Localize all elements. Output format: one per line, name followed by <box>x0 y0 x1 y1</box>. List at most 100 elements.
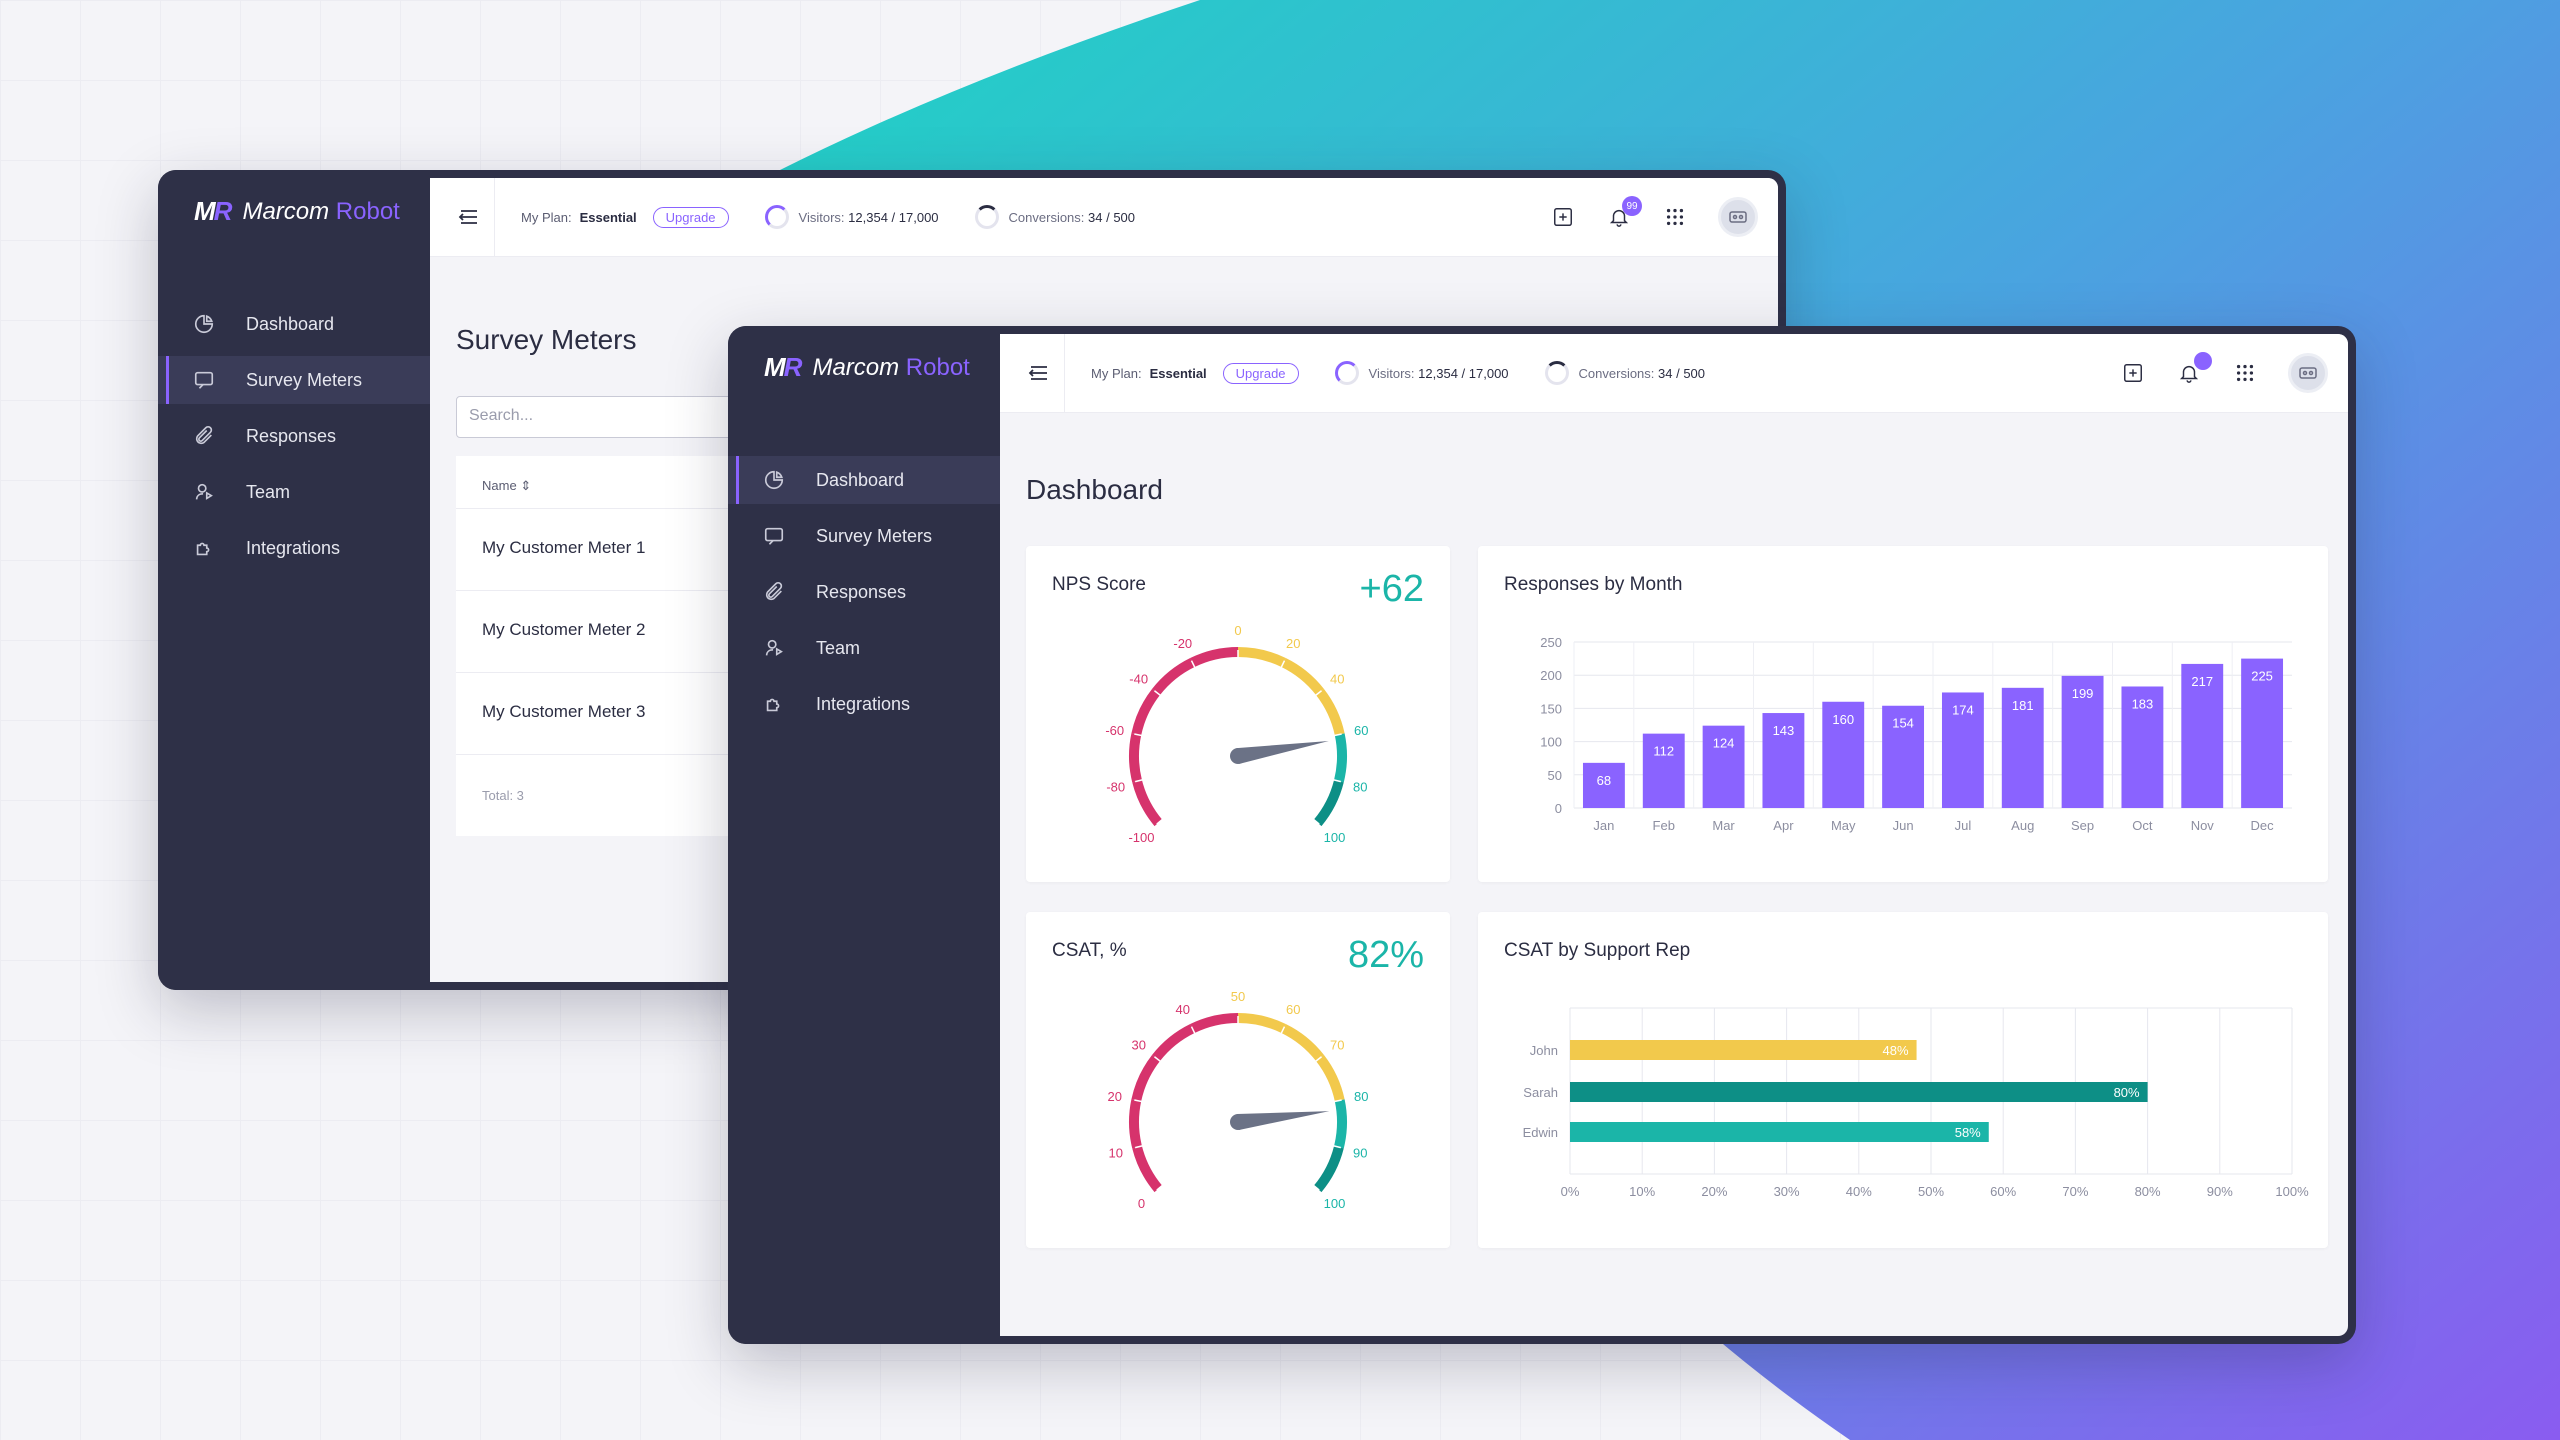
gauge-tick <box>1312 690 1322 699</box>
sidebar-nav: Dashboard Survey Meters Responses Team I… <box>158 300 430 580</box>
avatar[interactable] <box>2288 353 2328 393</box>
bell-icon[interactable]: 99 <box>1606 196 1642 230</box>
sidebar-item-survey-meters[interactable]: Survey Meters <box>158 356 430 404</box>
gauge-tick <box>1278 1026 1286 1037</box>
gauge-needle <box>1237 1111 1330 1130</box>
bar-value-label: 199 <box>2072 686 2094 701</box>
puzzle-icon <box>762 692 786 716</box>
gauge-arc-segment <box>1131 1054 1161 1102</box>
gauge-tick <box>1134 1099 1146 1103</box>
sidebar-item-label: Team <box>246 481 291 502</box>
gauge-tick-label: 20 <box>1286 636 1300 651</box>
card-title: NPS Score <box>1052 574 1146 595</box>
bar <box>2061 675 2104 808</box>
gauge-tick <box>1310 1182 1320 1191</box>
table-row[interactable]: My Customer Meter 1 <box>482 538 646 557</box>
x-tick-label: Dec <box>2251 818 2275 833</box>
gauge-arc-segment <box>1152 658 1195 696</box>
plan-info: My Plan: Essential Upgrade <box>1091 362 1299 384</box>
sidebar: MR Marcom Robot Dashboard Survey Meters … <box>158 170 430 990</box>
upgrade-button[interactable]: Upgrade <box>1222 362 1299 384</box>
brand-name: Marcom Robot <box>242 197 400 225</box>
sidebar-item-team[interactable]: Team <box>158 468 430 516</box>
nps-score-card: NPS Score +62 -100 -80 -60 -40 -20 0 20 40 60 80 1… <box>1026 546 1450 882</box>
bar <box>1570 1122 1989 1142</box>
notification-dot <box>2194 352 2212 370</box>
gauge-tick-label: -100 <box>1128 830 1154 845</box>
gauge-arc-segment <box>1281 658 1324 696</box>
sidebar-item-label: Responses <box>246 425 337 446</box>
gauge-tick <box>1330 733 1342 737</box>
bar <box>1822 701 1865 808</box>
sidebar-item-integrations[interactable]: Integrations <box>728 680 1000 728</box>
sidebar-item-team[interactable]: Team <box>728 624 1000 672</box>
sidebar-item-dashboard[interactable]: Dashboard <box>728 456 1000 504</box>
gauge-tick <box>1330 1099 1342 1103</box>
x-tick-label: 30% <box>1774 1184 1800 1199</box>
bar <box>1642 733 1685 808</box>
paperclip-icon <box>762 580 786 604</box>
gauge-tick-label: 30 <box>1131 1037 1145 1052</box>
y-tick-label: John <box>1530 1043 1558 1058</box>
gauge-tick-label: 100 <box>1324 1196 1346 1211</box>
sidebar-item-survey-meters[interactable]: Survey Meters <box>728 512 1000 560</box>
gauge-arc-segment <box>1131 688 1161 736</box>
upgrade-button[interactable]: Upgrade <box>652 206 729 228</box>
top-bar: My Plan: Essential Upgrade Visitors: 12,3… <box>430 178 1778 257</box>
add-icon[interactable] <box>2120 360 2146 386</box>
conversions-progress-ring <box>974 205 999 229</box>
collapse-menu-button[interactable] <box>1014 334 1065 412</box>
apps-grid-icon[interactable] <box>1662 204 1688 230</box>
visitors-stat: Visitors: 12,354 / 17,000 <box>764 205 939 229</box>
gauge-arc-segment <box>1334 1099 1347 1149</box>
sidebar-item-dashboard[interactable]: Dashboard <box>158 300 430 348</box>
gauge-arc-segment <box>1313 779 1344 827</box>
search-input[interactable]: Search... <box>456 396 756 438</box>
bell-icon[interactable] <box>2176 352 2212 386</box>
collapse-menu-button[interactable] <box>444 178 495 256</box>
responses-by-month-card: Responses by Month 0 50 100 150 200 250 68 Jan 1… <box>1478 546 2328 882</box>
sidebar-item-integrations[interactable]: Integrations <box>158 524 430 572</box>
brand-logo[interactable]: MR Marcom Robot <box>194 196 400 227</box>
gauge-arc-segment <box>1237 647 1286 668</box>
sidebar-item-responses[interactable]: Responses <box>728 568 1000 616</box>
x-tick-label: Nov <box>2191 818 2215 833</box>
bar <box>1570 1082 2148 1102</box>
gauge-tick <box>1190 1026 1198 1037</box>
gauge-arc-segment <box>1129 733 1142 783</box>
table-row[interactable]: My Customer Meter 3 <box>482 702 646 721</box>
apps-grid-icon[interactable] <box>2232 360 2258 386</box>
gauge-tick <box>1329 778 1342 783</box>
x-tick-label: 40% <box>1846 1184 1872 1199</box>
menu-collapse-icon <box>458 210 477 224</box>
robot-avatar-icon <box>1729 211 1747 223</box>
brand-mark-icon: MR <box>194 196 232 226</box>
gauge-tick <box>1190 660 1198 671</box>
card-title: Responses by Month <box>1504 574 1683 595</box>
top-bar-actions: 99 <box>1550 178 1758 256</box>
visitors-stat: Visitors: 12,354 / 17,000 <box>1334 361 1509 385</box>
gauge-tick-label: 0 <box>1138 1196 1145 1211</box>
gauge-arc-segment <box>1237 1013 1286 1034</box>
sidebar-item-label: Dashboard <box>816 469 905 490</box>
y-tick-label: 50 <box>1548 768 1562 783</box>
gauge-tick-label: 10 <box>1109 1145 1123 1160</box>
sidebar-item-label: Dashboard <box>246 313 335 334</box>
table-row[interactable]: My Customer Meter 2 <box>482 620 646 639</box>
avatar[interactable] <box>1718 197 1758 237</box>
bar-value-label: 80% <box>2114 1085 2140 1100</box>
gauge-tick-label: 80 <box>1353 779 1367 794</box>
survey-meters-list: Name ⇕ My Customer Meter 1 My Customer M… <box>456 456 756 836</box>
x-tick-label: 50% <box>1918 1184 1944 1199</box>
conversions-stat: Conversions: 34 / 500 <box>1544 361 1705 385</box>
brand-logo[interactable]: MR Marcom Robot <box>764 352 970 383</box>
nps-value: +62 <box>1359 568 1424 610</box>
sidebar-item-responses[interactable]: Responses <box>158 412 430 460</box>
responses-bar-chart: 0 50 100 150 200 250 68 Jan 112 Feb 124 Mar 143 Apr 16… <box>1540 635 2292 833</box>
column-header-name[interactable]: Name ⇕ <box>482 478 532 493</box>
x-tick-label: Jan <box>1593 818 1614 833</box>
gauge-tick <box>1312 1056 1322 1065</box>
x-tick-label: 100% <box>2275 1184 2309 1199</box>
add-icon[interactable] <box>1550 204 1576 230</box>
gauge-tick <box>1134 1144 1147 1149</box>
